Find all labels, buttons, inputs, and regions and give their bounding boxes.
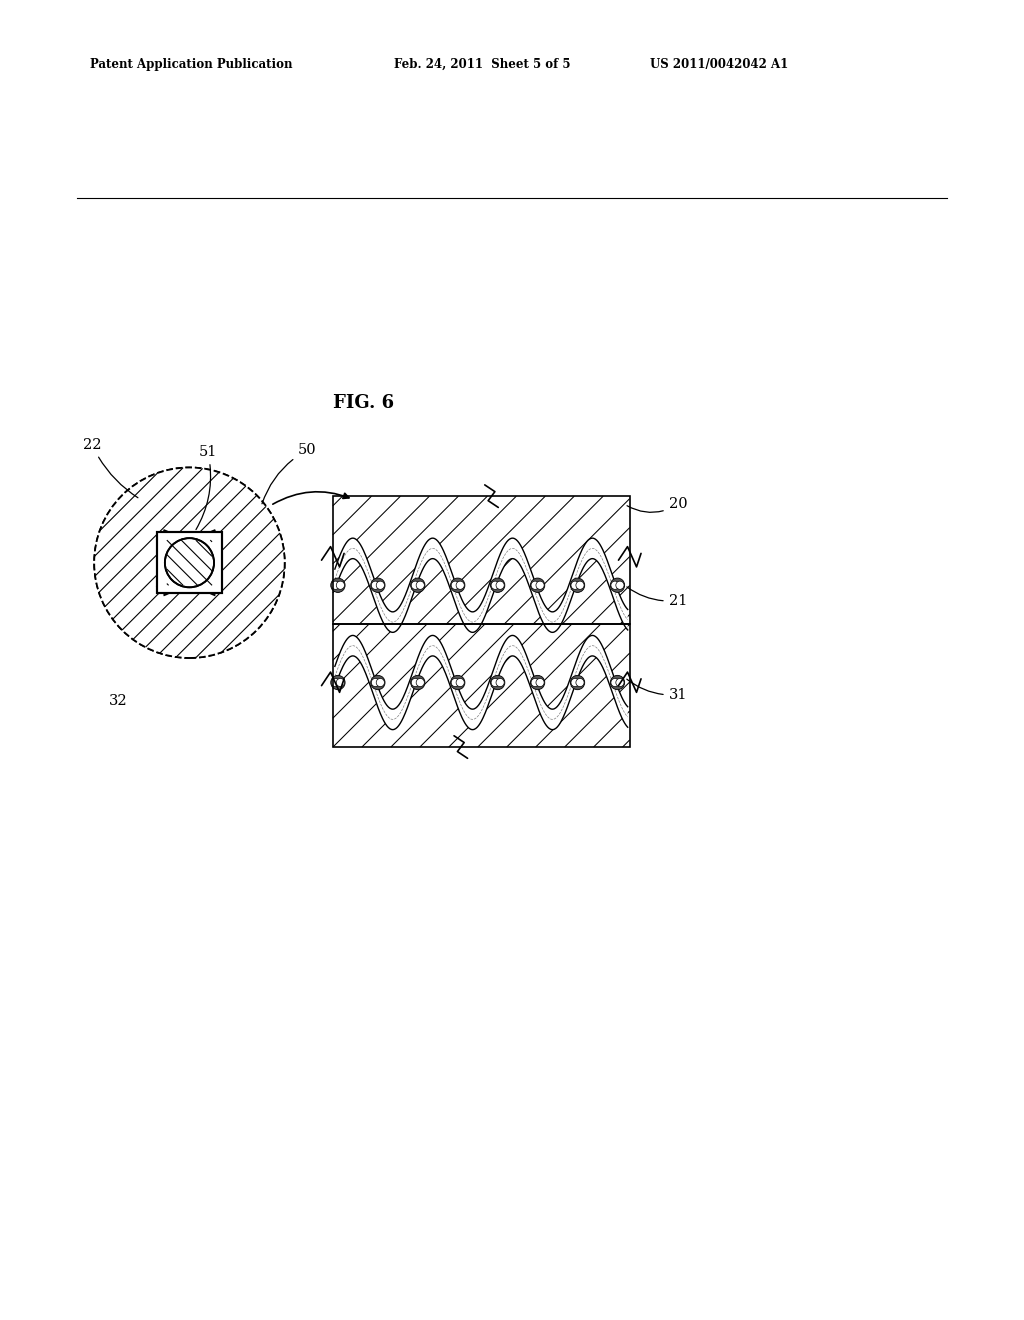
Circle shape (452, 678, 460, 686)
Circle shape (492, 678, 500, 686)
Text: FIG. 6: FIG. 6 (333, 393, 394, 412)
FancyArrowPatch shape (272, 492, 349, 504)
Circle shape (610, 578, 625, 593)
Circle shape (331, 676, 345, 689)
Circle shape (376, 678, 384, 686)
Circle shape (451, 676, 465, 689)
Circle shape (496, 678, 504, 686)
Circle shape (416, 678, 424, 686)
Circle shape (571, 678, 580, 686)
Circle shape (531, 678, 540, 686)
Polygon shape (333, 624, 630, 747)
Circle shape (376, 581, 384, 589)
Polygon shape (335, 539, 628, 632)
Text: Feb. 24, 2011  Sheet 5 of 5: Feb. 24, 2011 Sheet 5 of 5 (394, 58, 570, 71)
Circle shape (570, 578, 585, 593)
Circle shape (165, 539, 214, 587)
Circle shape (372, 581, 380, 589)
Circle shape (615, 581, 624, 589)
Circle shape (530, 578, 545, 593)
Circle shape (531, 581, 540, 589)
Text: 32: 32 (109, 694, 127, 708)
Circle shape (412, 678, 420, 686)
Text: Patent Application Publication: Patent Application Publication (90, 58, 293, 71)
Circle shape (332, 678, 340, 686)
Circle shape (451, 578, 465, 593)
Circle shape (490, 578, 505, 593)
Circle shape (94, 467, 285, 657)
Circle shape (490, 676, 505, 689)
Circle shape (411, 578, 425, 593)
Circle shape (332, 581, 340, 589)
Polygon shape (335, 635, 628, 730)
Circle shape (456, 581, 464, 589)
Text: 21: 21 (627, 587, 687, 607)
Circle shape (575, 678, 584, 686)
Circle shape (412, 581, 420, 589)
Circle shape (331, 578, 345, 593)
Circle shape (611, 678, 620, 686)
Circle shape (371, 578, 385, 593)
Circle shape (571, 581, 580, 589)
Text: 22: 22 (83, 438, 138, 498)
Circle shape (336, 581, 344, 589)
Circle shape (536, 581, 544, 589)
Circle shape (456, 678, 464, 686)
Circle shape (536, 678, 544, 686)
Text: 50: 50 (262, 444, 316, 504)
Circle shape (610, 676, 625, 689)
Circle shape (411, 676, 425, 689)
Circle shape (530, 676, 545, 689)
Circle shape (94, 467, 285, 657)
Circle shape (492, 581, 500, 589)
Circle shape (416, 581, 424, 589)
Circle shape (570, 676, 585, 689)
Circle shape (611, 581, 620, 589)
Polygon shape (333, 496, 630, 624)
Circle shape (372, 678, 380, 686)
Circle shape (452, 581, 460, 589)
Text: 20: 20 (627, 498, 687, 512)
Circle shape (336, 678, 344, 686)
Circle shape (575, 581, 584, 589)
Circle shape (371, 676, 385, 689)
Circle shape (615, 678, 624, 686)
Polygon shape (157, 532, 222, 594)
Text: US 2011/0042042 A1: US 2011/0042042 A1 (650, 58, 788, 71)
Text: 51: 51 (196, 445, 217, 529)
Circle shape (496, 581, 504, 589)
Text: 31: 31 (627, 680, 687, 702)
